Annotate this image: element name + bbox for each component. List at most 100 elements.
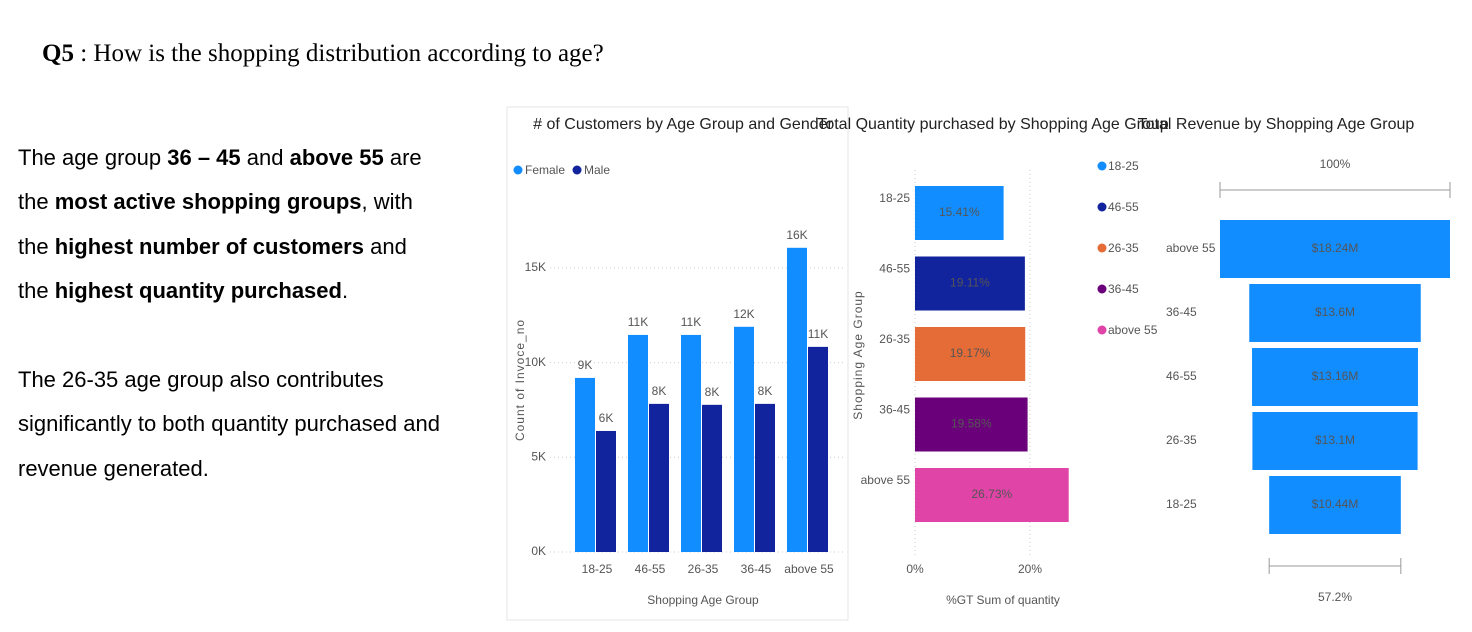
- bracket: [1268, 558, 1402, 574]
- data-label: 8K: [652, 384, 667, 398]
- data-label: $13.1M: [1315, 433, 1355, 447]
- funnel-bar: [1269, 476, 1401, 534]
- text-run: significantly to both quantity purchased…: [18, 411, 440, 437]
- legend-marker: [1097, 284, 1107, 294]
- legend-label: Female: [525, 163, 565, 177]
- x-tick-label: 0%: [906, 562, 924, 576]
- data-label: 8K: [758, 384, 773, 398]
- data-label: 19.11%: [950, 276, 990, 290]
- legend-marker: [513, 165, 523, 175]
- data-label: 15.41%: [939, 205, 980, 219]
- x-axis-label: Shopping Age Group: [647, 593, 759, 607]
- data-label: $13.16M: [1312, 369, 1359, 383]
- bar: [787, 247, 807, 553]
- legend-marker: [1097, 202, 1107, 212]
- data-label: 11K: [681, 315, 701, 329]
- data-label: 9K: [578, 358, 593, 372]
- data-label: 11K: [808, 327, 828, 341]
- funnel-bar: [1252, 412, 1418, 470]
- heading-label: Q5: [42, 40, 74, 67]
- chart-title: Total Quantity purchased by Shopping Age…: [817, 116, 1168, 133]
- data-label: 8K: [705, 385, 720, 399]
- chart-title: # of Customers by Age Group and Gender: [533, 116, 833, 133]
- bracket: [1219, 182, 1451, 198]
- category-label: 36-45: [1166, 305, 1197, 319]
- bar: [915, 256, 1025, 311]
- y-tick-label: 26-35: [879, 332, 910, 346]
- x-tick-label: 26-35: [688, 562, 719, 576]
- legend-marker: [1097, 161, 1107, 171]
- category-label: 18-25: [1166, 497, 1197, 511]
- y-tick-label: 36-45: [879, 403, 910, 417]
- text-run: revenue generated.: [18, 455, 209, 481]
- funnel-bar: [1252, 348, 1418, 406]
- text-line: revenue generated.: [18, 456, 440, 500]
- legend-label: 46-55: [1108, 200, 1139, 214]
- heading: Q5 : How is the shopping distribution ac…: [42, 40, 604, 68]
- funnel-bar: [1249, 284, 1421, 342]
- bar: [575, 377, 595, 552]
- legend-marker: [1097, 243, 1107, 253]
- text-run: The age group: [18, 145, 168, 170]
- text-run: 36 – 45: [167, 145, 241, 170]
- legend-label: above 55: [1108, 323, 1158, 337]
- data-label: 12K: [733, 307, 754, 321]
- bar: [915, 397, 1028, 452]
- y-tick-label: 0K: [531, 544, 546, 558]
- panel-border: [506, 106, 849, 621]
- y-tick-label: 5K: [531, 449, 546, 463]
- heading-text: : How is the shopping distribution accor…: [73, 40, 604, 67]
- text-line: The 26-35 age group also contributes: [18, 367, 440, 411]
- bar: [915, 327, 1026, 381]
- data-label: 11K: [628, 315, 648, 329]
- bar: [755, 403, 775, 552]
- text-line: the highest number of customers and: [18, 234, 440, 278]
- text-line: significantly to both quantity purchased…: [18, 411, 440, 455]
- data-label: 19.17%: [950, 346, 991, 360]
- text-run: , with: [361, 189, 413, 215]
- text-run: the: [18, 233, 55, 259]
- y-tick-label: above 55: [861, 473, 911, 487]
- data-label: 26.73%: [971, 487, 1012, 501]
- y-tick-label: 18-25: [879, 191, 910, 205]
- legend-label: Male: [584, 163, 610, 177]
- bar: [649, 403, 669, 552]
- text-line: the highest quantity purchased.: [18, 278, 440, 322]
- bar: [734, 326, 754, 552]
- y-tick-label: 15K: [525, 260, 546, 274]
- data-label: 6K: [599, 411, 614, 425]
- data-label: $10.44M: [1312, 497, 1359, 511]
- text-run: The 26-35 age group also contributes: [18, 367, 384, 393]
- bar: [702, 404, 722, 552]
- y-axis-label: Count of Invoce_no: [513, 319, 527, 441]
- chart-title: Total Revenue by Shopping Age Group: [1138, 116, 1415, 133]
- text-run: and: [240, 145, 290, 170]
- bar: [915, 468, 1069, 522]
- body-text: The age group 36 – 45 and above 55 are th…: [18, 145, 440, 500]
- bar: [681, 334, 701, 552]
- y-axis-label: Shopping Age Group: [851, 290, 865, 419]
- text-run: highest number of customers: [54, 233, 364, 259]
- x-tick-label: above 55: [784, 562, 834, 576]
- x-tick-label: 20%: [1018, 562, 1042, 576]
- x-tick-label: 46-55: [635, 562, 666, 576]
- data-label: $13.6M: [1315, 305, 1355, 319]
- y-tick-label: 46-55: [879, 262, 910, 276]
- data-label: 16K: [786, 228, 807, 242]
- x-axis-label: %GT Sum of quantity: [946, 593, 1060, 607]
- legend-label: 26-35: [1108, 241, 1139, 255]
- x-tick-label: 36-45: [741, 562, 772, 576]
- funnel-bar: [1220, 220, 1450, 278]
- text-run: highest quantity purchased: [54, 277, 342, 303]
- text-run: the: [18, 189, 55, 215]
- bar: [596, 430, 616, 552]
- text-line: The age group 36 – 45 and above 55 are: [18, 145, 440, 189]
- legend-label: 36-45: [1108, 282, 1139, 296]
- data-label: $18.24M: [1312, 241, 1359, 255]
- legend-label: 18-25: [1108, 159, 1139, 173]
- bar: [628, 334, 648, 552]
- text-run: above 55: [289, 145, 384, 170]
- x-tick-label: 18-25: [582, 562, 613, 576]
